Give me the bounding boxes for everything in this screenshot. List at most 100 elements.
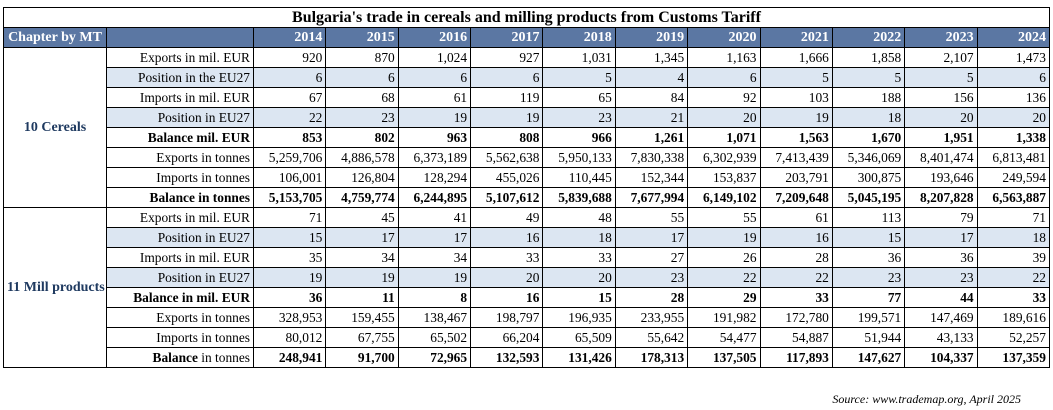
- value-cell: 36: [252, 287, 327, 308]
- value-cell: 172,780: [759, 307, 833, 328]
- value-cell: 34: [325, 247, 399, 268]
- row-label: Exports in tonnes: [106, 147, 254, 168]
- value-cell: 33: [976, 287, 1050, 308]
- value-cell: 17: [325, 227, 399, 248]
- value-cell: 16: [470, 227, 544, 248]
- value-cell: 23: [831, 267, 906, 288]
- value-cell: 65,502: [397, 327, 472, 348]
- value-cell: 136: [976, 87, 1050, 108]
- value-cell: 2,107: [904, 47, 978, 68]
- value-cell: 18: [542, 227, 616, 248]
- table-row: Imports in mil. EUR 35 34 34 33 33 27 26 28 36 36 3…: [4, 247, 1050, 268]
- year-header: 2018: [542, 27, 616, 48]
- value-cell: 249,594: [976, 167, 1050, 188]
- value-cell: 19: [397, 107, 472, 128]
- year-header: 2021: [759, 27, 833, 48]
- value-cell: 33: [759, 287, 833, 308]
- value-cell: 66,204: [470, 327, 544, 348]
- value-cell: 248,941: [252, 347, 327, 368]
- value-cell: 8: [397, 287, 472, 308]
- value-cell: 1,666: [759, 47, 833, 68]
- value-cell: 27: [614, 247, 689, 268]
- table-row: Balance mil. EUR 853 802 963 808 966 1,261 1,07…: [4, 127, 1050, 148]
- value-cell: 49: [470, 207, 544, 228]
- value-cell: 153,837: [687, 167, 761, 188]
- value-cell: 55: [687, 207, 761, 228]
- value-cell: 61: [397, 87, 472, 108]
- value-cell: 138,467: [397, 307, 472, 328]
- row-label-bold: Balance: [152, 349, 198, 365]
- year-header: 2020: [687, 27, 761, 48]
- row-label: Position in EU27: [106, 267, 254, 288]
- row-label: Balance mil. EUR: [106, 127, 254, 148]
- value-cell: 6: [687, 67, 761, 88]
- value-cell: 1,163: [687, 47, 761, 68]
- value-cell: 5,950,133: [542, 147, 616, 168]
- value-cell: 54,477: [687, 327, 761, 348]
- table-row: 11 Mill products Exports in mil. EUR 71 45 4…: [3, 207, 1050, 368]
- value-cell: 15: [831, 227, 906, 248]
- value-cell: 328,953: [252, 307, 327, 328]
- value-cell: 23: [614, 267, 689, 288]
- table-row: Imports in tonnes 106,001 126,804 128,294 45…: [4, 167, 1050, 188]
- value-cell: 20: [976, 107, 1050, 128]
- value-cell: 44: [904, 287, 978, 308]
- value-cell: 1,345: [614, 47, 689, 68]
- title-row: Bulgaria's trade in cereals and milling …: [3, 7, 1050, 28]
- value-cell: 178,313: [614, 347, 689, 368]
- table-row: Position in EU27 19 19 19 20 20 23 22 22 23 23 22: [4, 267, 1050, 288]
- value-cell: 6: [976, 67, 1050, 88]
- value-cell: 6,813,481: [976, 147, 1050, 168]
- value-cell: 29: [687, 287, 761, 308]
- value-cell: 19: [397, 267, 472, 288]
- value-cell: 1,951: [904, 127, 978, 148]
- value-cell: 16: [470, 287, 544, 308]
- value-cell: 119: [470, 87, 544, 108]
- value-cell: 5,562,638: [470, 147, 544, 168]
- value-cell: 26: [687, 247, 761, 268]
- value-cell: 189,616: [976, 307, 1050, 328]
- value-cell: 233,955: [614, 307, 689, 328]
- value-cell: 20: [470, 267, 544, 288]
- header-row: Chapter by MT 2014 2015 2016 2017 2018 2019 20…: [3, 27, 1050, 48]
- value-cell: 71: [252, 207, 327, 228]
- value-cell: 84: [614, 87, 689, 108]
- table-row: Balance in tonnes 5,153,705 4,759,774 6,244…: [4, 187, 1050, 208]
- value-cell: 5,045,195: [831, 187, 906, 208]
- year-header: 2019: [614, 27, 689, 48]
- value-cell: 198,797: [470, 307, 544, 328]
- value-cell: 1,261: [614, 127, 689, 148]
- value-cell: 67,755: [325, 327, 399, 348]
- value-cell: 23: [325, 107, 399, 128]
- value-cell: 5,107,612: [470, 187, 544, 208]
- table-row: Exports in tonnes 5,259,706 4,886,578 6,373…: [4, 147, 1050, 168]
- year-header: 2015: [325, 27, 399, 48]
- value-cell: 19: [252, 267, 327, 288]
- value-cell: 79: [904, 207, 978, 228]
- value-cell: 65: [542, 87, 616, 108]
- value-cell: 1,031: [542, 47, 616, 68]
- value-cell: 7,830,338: [614, 147, 689, 168]
- value-cell: 128,294: [397, 167, 472, 188]
- row-label: Exports in mil. EUR: [106, 47, 254, 68]
- value-cell: 5,346,069: [831, 147, 906, 168]
- value-cell: 808: [470, 127, 544, 148]
- value-cell: 22: [759, 267, 833, 288]
- value-cell: 5: [542, 67, 616, 88]
- row-label: Position in EU27: [106, 227, 254, 248]
- value-cell: 22: [687, 267, 761, 288]
- value-cell: 920: [252, 47, 327, 68]
- row-label: Imports in mil. EUR: [106, 87, 254, 108]
- value-cell: 48: [542, 207, 616, 228]
- row-label: Position in the EU27: [106, 67, 254, 88]
- value-cell: 147,627: [831, 347, 906, 368]
- value-cell: 1,858: [831, 47, 906, 68]
- row-label: Position in EU27: [106, 107, 254, 128]
- value-cell: 6,149,102: [687, 187, 761, 208]
- value-cell: 927: [470, 47, 544, 68]
- value-cell: 110,445: [542, 167, 616, 188]
- value-cell: 104,337: [904, 347, 978, 368]
- row-label: Balance in tonnes: [106, 347, 254, 368]
- row-label: Exports in mil. EUR: [106, 207, 254, 228]
